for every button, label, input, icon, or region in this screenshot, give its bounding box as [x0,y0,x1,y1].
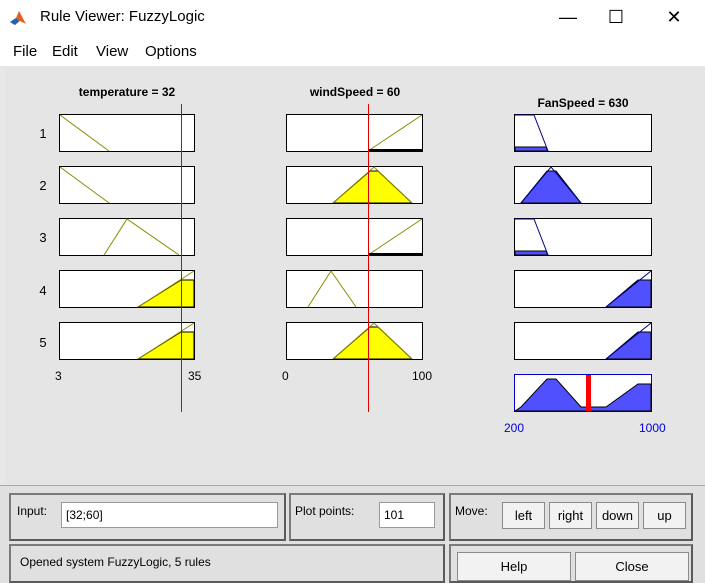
temperature-mf-rule-4 [59,270,195,308]
menu-options[interactable]: Options [145,43,197,60]
rule-number-3: 3 [39,230,47,245]
windspeed-header: windSpeed = 60 [309,85,401,99]
rule-figure: temperature = 32 windSpeed = 60 FanSpeed… [5,67,705,485]
menu-file[interactable]: File [13,43,38,60]
temperature-cursor-line[interactable] [181,104,182,412]
fanspeed-aggregate-plot [513,374,652,412]
rule-number-2: 2 [39,178,47,193]
windspeed-mf-rule-4 [286,270,423,308]
fanspeed-mf-rule-5 [514,322,652,360]
menu-bar: File Edit View Options [0,36,705,66]
help-button[interactable]: Help [457,552,571,581]
plot-points-panel: Plot points: 101 [289,493,445,541]
control-area: Input: [32;60] Plot points: 101 Move: le… [0,485,705,583]
input-field[interactable]: [32;60] [61,502,278,528]
maximize-button[interactable]: ☐ [607,7,625,27]
move-down-button[interactable]: down [596,502,639,529]
status-text: Opened system FuzzyLogic, 5 rules [20,555,211,569]
menu-view[interactable]: View [96,43,129,60]
rule-number-1: 1 [39,126,47,141]
fanspeed-mf-rule-1 [514,114,652,152]
status-panel: Opened system FuzzyLogic, 5 rules [9,544,445,583]
move-label: Move: [455,504,488,518]
minimize-button[interactable]: — [559,7,577,27]
move-right-button[interactable]: right [549,502,592,529]
close-window-button[interactable]: ✕ [666,7,682,27]
windspeed-min-label: 0 [282,369,289,383]
temperature-mf-rule-2 [59,166,195,204]
fanspeed-mf-rule-4 [514,270,652,308]
rule-number-5: 5 [39,335,47,350]
action-panel: Help Close [449,544,693,583]
windspeed-mf-rule-5 [286,322,423,360]
temperature-header: temperature = 32 [78,85,176,99]
fanspeed-mf-rule-2 [514,166,652,204]
temperature-mf-rule-3 [59,218,195,256]
temperature-min-label: 3 [55,369,62,383]
fanspeed-mf-rule-3 [514,218,652,256]
fanspeed-min-label: 200 [504,421,525,435]
fanspeed-header: FanSpeed = 630 [537,96,629,110]
move-panel: Move: left right down up [449,493,693,541]
menu-edit[interactable]: Edit [52,43,78,60]
matlab-icon [10,11,26,25]
input-panel: Input: [32;60] [9,493,286,541]
rule-number-4: 4 [39,283,47,298]
temperature-mf-rule-5 [59,322,195,360]
plot-points-field[interactable]: 101 [379,502,435,528]
windspeed-mf-rule-3 [286,218,423,256]
move-up-button[interactable]: up [643,502,686,529]
close-button[interactable]: Close [575,552,689,581]
windspeed-mf-rule-1 [286,114,423,152]
defuzzified-output-marker [586,375,591,411]
fanspeed-max-label: 1000 [639,421,666,435]
input-label: Input: [17,504,48,518]
temperature-max-label: 35 [188,369,202,383]
move-left-button[interactable]: left [502,502,545,529]
temperature-mf-rule-1 [59,114,195,152]
windspeed-max-label: 100 [412,369,433,383]
window-title: Rule Viewer: FuzzyLogic [40,8,205,25]
plot-points-label: Plot points: [295,504,355,518]
title-bar: Rule Viewer: FuzzyLogic — ☐ ✕ [0,0,705,36]
windspeed-mf-rule-2 [286,166,423,204]
windspeed-cursor-line[interactable] [368,104,369,412]
